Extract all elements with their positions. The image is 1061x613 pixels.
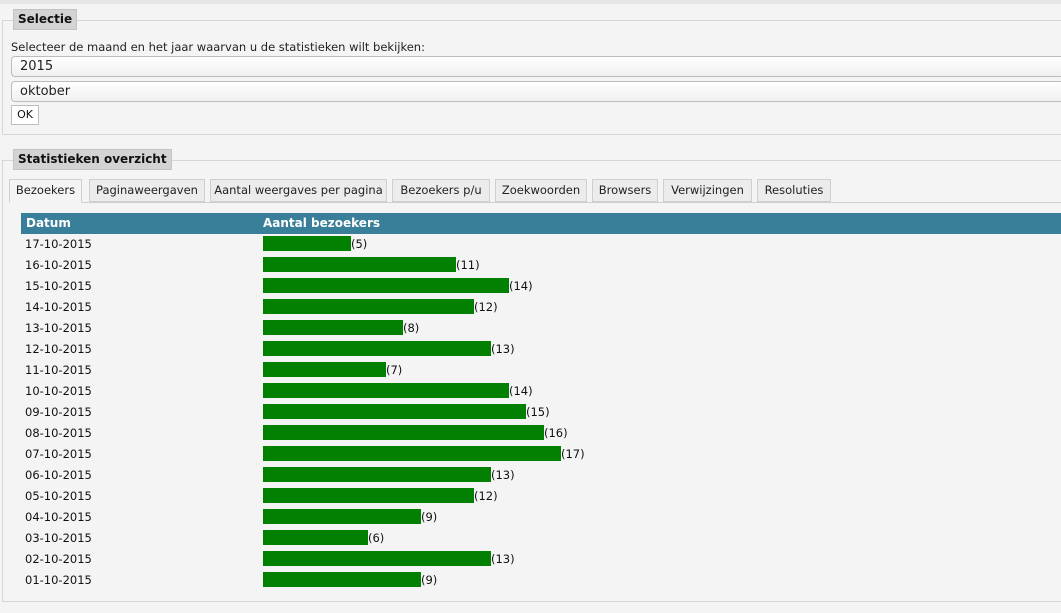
visitor-bar (263, 341, 491, 356)
visitor-count-label: (14) (509, 384, 533, 398)
visitor-count-label: (13) (491, 552, 515, 566)
table-header: Datum Aantal bezoekers (21, 213, 1061, 234)
row-date: 12-10-2015 (25, 342, 92, 356)
statistieken-panel: Statistieken overzicht Bezoekers Paginaw… (2, 149, 1061, 602)
visitor-count-label: (5) (351, 237, 368, 251)
row-date: 07-10-2015 (25, 447, 92, 461)
visitor-count-label: (16) (544, 426, 568, 440)
table-row: 04-10-2015 (9) (21, 507, 1061, 528)
tab-paginaweergaven[interactable]: Paginaweergaven (89, 179, 205, 202)
row-date: 09-10-2015 (25, 405, 92, 419)
visitor-count-label: (12) (474, 489, 498, 503)
row-date: 02-10-2015 (25, 552, 92, 566)
visitor-count-label: (6) (368, 531, 385, 545)
visitor-count-label: (9) (421, 573, 438, 587)
visitor-bar (263, 425, 544, 440)
year-select-value: 2015 (20, 59, 54, 74)
visitor-bar (263, 278, 509, 293)
month-select-value: oktober (20, 84, 71, 99)
selectie-panel: Selectie Selecteer de maand en het jaar … (2, 9, 1061, 135)
ok-button[interactable]: OK (11, 105, 39, 125)
visitor-bar (263, 299, 474, 314)
visitor-bar (263, 362, 386, 377)
column-header-aantal-bezoekers: Aantal bezoekers (263, 216, 381, 230)
visitor-count-label: (14) (509, 279, 533, 293)
tab-resoluties[interactable]: Resoluties (757, 179, 831, 202)
visitor-bar (263, 320, 403, 335)
row-date: 06-10-2015 (25, 468, 92, 482)
table-row: 06-10-2015 (13) (21, 465, 1061, 486)
table-row: 02-10-2015 (13) (21, 549, 1061, 570)
visitor-count-label: (13) (491, 468, 515, 482)
table-row: 03-10-2015 (6) (21, 528, 1061, 549)
row-date: 11-10-2015 (25, 363, 92, 377)
row-date: 03-10-2015 (25, 531, 92, 545)
table-row: 16-10-2015 (11) (21, 255, 1061, 276)
year-select[interactable]: 2015 (11, 56, 1061, 77)
table-row: 12-10-2015 (13) (21, 339, 1061, 360)
row-date: 01-10-2015 (25, 573, 92, 587)
row-date: 16-10-2015 (25, 258, 92, 272)
visitor-bar (263, 236, 351, 251)
visitor-bar (263, 446, 561, 461)
tab-bar: Bezoekers Paginaweergaven Aantal weergav… (9, 179, 1061, 203)
visitor-count-label: (17) (561, 447, 585, 461)
table-row: 07-10-2015 (17) (21, 444, 1061, 465)
visitor-bar (263, 551, 491, 566)
table-row: 11-10-2015 (7) (21, 360, 1061, 381)
tabs-divider (9, 202, 1061, 203)
row-date: 15-10-2015 (25, 279, 92, 293)
tab-browsers[interactable]: Browsers (592, 179, 658, 202)
row-date: 10-10-2015 (25, 384, 92, 398)
tab-bezoekers[interactable]: Bezoekers (9, 179, 82, 203)
row-date: 17-10-2015 (25, 237, 92, 251)
row-date: 13-10-2015 (25, 321, 92, 335)
visitor-bar (263, 509, 421, 524)
table-row: 08-10-2015 (16) (21, 423, 1061, 444)
visitor-bar (263, 404, 526, 419)
selection-instruction: Selecteer de maand en het jaar waarvan u… (11, 40, 425, 54)
row-date: 14-10-2015 (25, 300, 92, 314)
month-select[interactable]: oktober (11, 81, 1061, 102)
visitor-bar (263, 572, 421, 587)
table-row: 10-10-2015 (14) (21, 381, 1061, 402)
table-row: 05-10-2015 (12) (21, 486, 1061, 507)
tab-aantal-weergaves-per-pagina[interactable]: Aantal weergaves per pagina (210, 179, 387, 202)
visitor-count-label: (8) (403, 321, 420, 335)
visitor-count-label: (13) (491, 342, 515, 356)
visitor-bar (263, 257, 456, 272)
tab-verwijzingen[interactable]: Verwijzingen (663, 179, 752, 202)
tab-zoekwoorden[interactable]: Zoekwoorden (495, 179, 587, 202)
table-row: 17-10-2015 (5) (21, 234, 1061, 255)
table-row: 14-10-2015 (12) (21, 297, 1061, 318)
visitor-bar (263, 530, 368, 545)
table-row: 15-10-2015 (14) (21, 276, 1061, 297)
column-header-datum: Datum (26, 216, 71, 230)
visitor-count-label: (11) (456, 258, 480, 272)
visitor-bar (263, 467, 491, 482)
statistieken-legend: Statistieken overzicht (13, 149, 172, 170)
visitor-bar (263, 383, 509, 398)
visitor-bar (263, 488, 474, 503)
table-row: 13-10-2015 (8) (21, 318, 1061, 339)
visitor-count-label: (12) (474, 300, 498, 314)
row-date: 04-10-2015 (25, 510, 92, 524)
top-bar (0, 0, 1061, 4)
selectie-legend: Selectie (13, 9, 78, 30)
table-row: 09-10-2015 (15) (21, 402, 1061, 423)
table-row: 01-10-2015 (9) (21, 570, 1061, 591)
row-date: 05-10-2015 (25, 489, 92, 503)
visitor-count-label: (15) (526, 405, 550, 419)
visitor-count-label: (9) (421, 510, 438, 524)
tab-bezoekers-pu[interactable]: Bezoekers p/u (392, 179, 490, 202)
row-date: 08-10-2015 (25, 426, 92, 440)
visitor-count-label: (7) (386, 363, 403, 377)
